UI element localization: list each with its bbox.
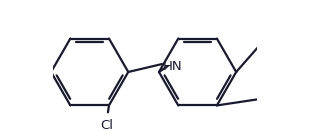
Text: Cl: Cl	[100, 119, 113, 132]
Text: HN: HN	[163, 60, 183, 73]
